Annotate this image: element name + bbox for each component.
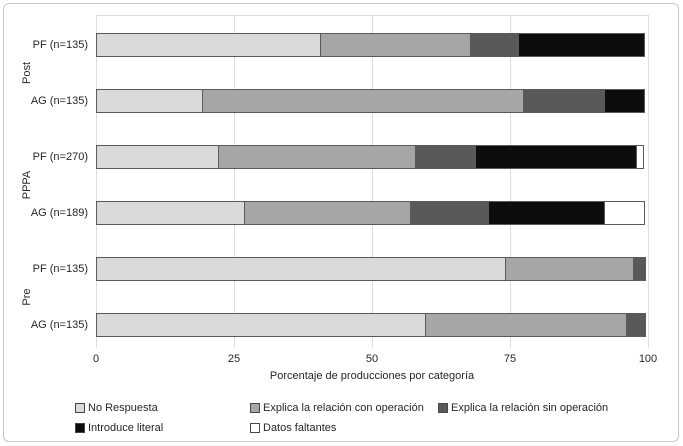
x-tick-label-100: 100 <box>638 353 658 365</box>
bar-segment <box>319 33 471 57</box>
category-label: PF (n=135) <box>32 263 88 275</box>
bar-segment <box>632 257 646 281</box>
bar-row-2 <box>96 145 644 169</box>
bar-segment <box>96 257 507 281</box>
bar-segment <box>414 145 476 169</box>
legend-swatch-icon <box>75 403 85 413</box>
bar-segment <box>96 89 203 113</box>
bar-segment <box>469 33 520 57</box>
legend-label: Explica la relación con operación <box>263 402 424 414</box>
bar-row-4 <box>96 257 646 281</box>
bar-segment <box>409 201 489 225</box>
bar-segment <box>96 33 321 57</box>
x-tick-label-0: 0 <box>92 353 100 365</box>
category-label: AG (n=135) <box>30 95 88 107</box>
bar-segment <box>523 89 606 113</box>
bar-segment <box>518 33 645 57</box>
group-label-text: PPPA <box>21 170 33 200</box>
legend-label: Introduce literal <box>88 422 164 434</box>
legend-item: Explica la relación con operación <box>250 401 424 415</box>
gridline-x-75 <box>509 15 511 348</box>
bar-segment <box>96 201 246 225</box>
bar-segment <box>424 313 627 337</box>
category-label: AG (n=135) <box>30 319 88 331</box>
x-tick-label-50: 50 <box>365 353 379 365</box>
legend-item: Introduce literal <box>75 421 163 435</box>
bar-segment <box>603 201 645 225</box>
bar-segment <box>96 145 219 169</box>
legend-label: No Respuesta <box>88 402 158 414</box>
bar-row-1 <box>96 89 645 113</box>
category-label: AG (n=189) <box>30 207 88 219</box>
legend-item: Explica la relación sin operación <box>438 401 608 415</box>
legend-swatch-icon <box>438 403 448 413</box>
x-tick-label-25: 25 <box>227 353 241 365</box>
plot-top-gridline <box>96 15 648 16</box>
bar-row-0 <box>96 33 645 57</box>
legend-item: Datos faltantes <box>250 421 336 435</box>
bar-segment <box>505 257 634 281</box>
bar-segment <box>635 145 644 169</box>
group-label-text: Post <box>21 61 33 85</box>
group-label-text: Pre <box>21 288 33 306</box>
bar-segment <box>201 89 525 113</box>
gridline-x-100 <box>647 15 649 348</box>
bar-segment <box>604 89 645 113</box>
bar-row-3 <box>96 201 645 225</box>
gridline-x-50 <box>371 15 373 348</box>
bar-segment <box>487 201 605 225</box>
category-label: PF (n=270) <box>32 151 88 163</box>
legend-swatch-icon <box>250 403 260 413</box>
legend-item: No Respuesta <box>75 401 158 415</box>
category-label: PF (n=135) <box>32 39 88 51</box>
bar-segment <box>96 313 426 337</box>
gridline-x-25 <box>233 15 235 348</box>
x-axis-title: Porcentaje de producciones por categoría <box>269 370 475 382</box>
legend-swatch-icon <box>250 423 260 433</box>
legend-label: Datos faltantes <box>263 422 337 434</box>
bar-segment <box>625 313 646 337</box>
bar-segment <box>474 145 637 169</box>
gridline-x-0 <box>95 15 97 348</box>
legend-swatch-icon <box>75 423 85 433</box>
x-tick-label-75: 75 <box>503 353 517 365</box>
legend-label: Explica la relación sin operación <box>451 402 609 414</box>
bar-row-5 <box>96 313 646 337</box>
bar-segment <box>244 201 411 225</box>
bar-segment <box>217 145 416 169</box>
